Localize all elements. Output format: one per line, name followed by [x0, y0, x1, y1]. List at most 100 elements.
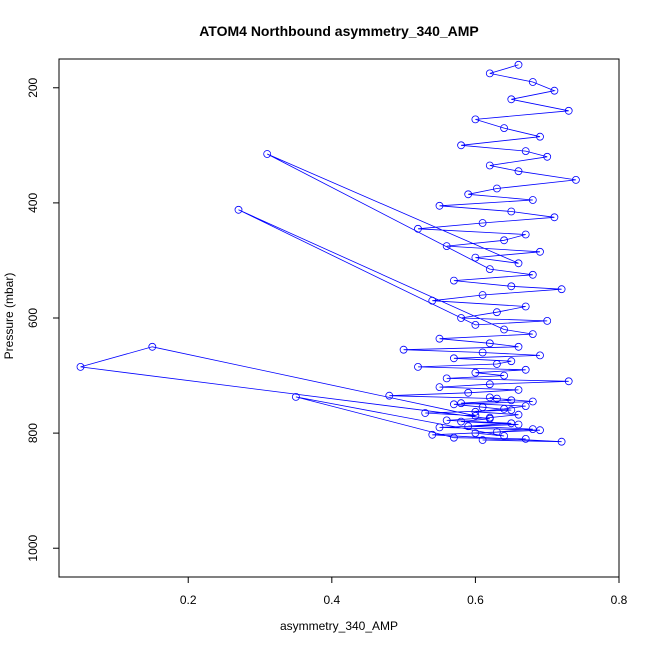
data-point — [399, 345, 408, 354]
x-axis-label: asymmetry_340_AMP — [280, 619, 398, 633]
x-tick-label: 0.6 — [467, 593, 484, 607]
data-point — [543, 316, 552, 325]
data-point — [435, 334, 444, 343]
data-point — [148, 342, 157, 351]
data-point — [421, 409, 430, 417]
data-point — [435, 423, 444, 432]
data-point — [485, 161, 494, 170]
data-point — [528, 78, 537, 86]
data-point — [442, 374, 451, 383]
data-point — [464, 190, 473, 199]
data-point — [550, 213, 559, 222]
data-point — [528, 196, 537, 204]
data-point — [435, 201, 444, 210]
data-point — [457, 141, 466, 150]
data-point — [528, 270, 537, 279]
data-point — [471, 407, 480, 416]
data-point — [514, 60, 523, 69]
data-point — [485, 265, 494, 274]
data-point — [557, 285, 566, 294]
data-point — [507, 419, 516, 428]
data-point — [464, 422, 473, 431]
data-point — [471, 368, 480, 377]
data-point — [485, 413, 494, 422]
data-point — [478, 291, 487, 299]
data-point — [514, 385, 523, 394]
x-tick-label: 0.2 — [180, 593, 197, 607]
data-point — [514, 342, 523, 351]
y-tick-label: 600 — [26, 308, 40, 328]
data-point — [507, 396, 516, 405]
data-point — [414, 362, 422, 371]
y-tick-label: 1000 — [26, 535, 40, 562]
data-point — [485, 339, 494, 348]
data-point — [478, 348, 487, 357]
data-point — [507, 207, 516, 216]
y-tick-label: 200 — [26, 77, 40, 97]
data-point — [500, 124, 509, 133]
data-point — [492, 184, 501, 193]
plot-area — [76, 60, 580, 446]
data-point — [514, 167, 523, 176]
data-point — [507, 282, 516, 291]
data-point — [528, 330, 537, 339]
data-point — [500, 371, 509, 380]
data-point — [500, 325, 509, 334]
data-point — [414, 224, 422, 233]
data-point — [478, 436, 487, 444]
data-point — [485, 69, 494, 78]
y-tick-label: 400 — [26, 193, 40, 213]
data-point — [507, 357, 516, 366]
data-point — [521, 365, 530, 374]
data-point — [543, 152, 552, 161]
data-point — [485, 393, 494, 402]
data-point — [263, 150, 272, 158]
data-point — [521, 230, 530, 239]
data-point — [291, 392, 300, 401]
data-point — [471, 411, 480, 420]
data-point — [442, 242, 451, 251]
data-point — [471, 253, 480, 262]
data-point — [428, 430, 437, 439]
x-tick-label: 0.8 — [611, 593, 628, 607]
data-point — [521, 302, 530, 311]
data-point — [528, 425, 537, 434]
data-point — [449, 433, 458, 442]
data-point — [464, 388, 473, 397]
data-point — [385, 391, 394, 400]
chart-title: ATOM4 Northbound asymmetry_340_AMP — [199, 23, 479, 39]
data-point — [500, 404, 509, 413]
plot-frame — [58, 58, 620, 578]
data-point — [457, 399, 466, 408]
data-point — [500, 236, 509, 245]
data-point — [564, 106, 573, 115]
data-point — [500, 432, 509, 440]
data-point — [471, 115, 480, 124]
data-point — [457, 314, 466, 322]
y-tick-label: 800 — [26, 423, 40, 443]
data-point — [442, 416, 451, 425]
data-point — [550, 86, 559, 95]
data-point — [521, 402, 530, 411]
data-point — [536, 132, 544, 141]
data-point — [457, 417, 466, 426]
data-point — [514, 259, 523, 268]
data-point — [564, 377, 573, 386]
data-point — [485, 380, 494, 389]
data-point — [514, 410, 523, 419]
data-point — [492, 428, 501, 436]
data-point — [572, 175, 580, 184]
data-point — [435, 383, 444, 392]
data-point — [471, 320, 480, 329]
data-point — [521, 434, 530, 443]
series-line — [80, 64, 576, 443]
data-point — [557, 437, 566, 446]
data-point — [449, 354, 458, 363]
data-point — [521, 147, 530, 156]
data-point — [449, 276, 458, 285]
data-point — [507, 95, 516, 104]
axes: 0.2 0.4 0.6 0.8 200 400 600 800 1000 — [26, 77, 628, 607]
x-tick-label: 0.4 — [323, 593, 340, 607]
data-point — [471, 429, 480, 438]
data-point — [76, 362, 85, 371]
